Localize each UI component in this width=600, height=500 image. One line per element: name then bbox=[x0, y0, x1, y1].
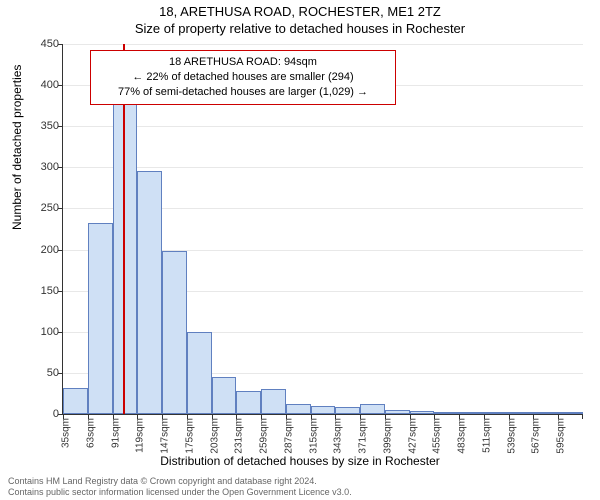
title-address: 18, ARETHUSA ROAD, ROCHESTER, ME1 2TZ bbox=[0, 0, 600, 19]
histogram-bar bbox=[236, 391, 261, 414]
histogram-bar bbox=[459, 412, 484, 414]
y-axis-label: Number of detached properties bbox=[10, 65, 24, 230]
xtick-label: 147sqm bbox=[160, 418, 171, 454]
histogram-bar bbox=[162, 251, 187, 414]
ytick-label: 50 bbox=[29, 367, 59, 379]
ytick-label: 250 bbox=[29, 202, 59, 214]
xtick-label: 231sqm bbox=[234, 418, 245, 454]
xtick-label: 315sqm bbox=[308, 418, 319, 454]
xtick-label: 63sqm bbox=[85, 418, 96, 448]
xtick-label: 175sqm bbox=[184, 418, 195, 454]
histogram-bar bbox=[410, 411, 435, 414]
xtick-label: 595sqm bbox=[556, 418, 567, 454]
xtick-label: 399sqm bbox=[382, 418, 393, 454]
histogram-bar bbox=[261, 389, 286, 414]
ytick-label: 300 bbox=[29, 161, 59, 173]
histogram-bar bbox=[335, 407, 360, 414]
histogram-bar bbox=[533, 412, 558, 414]
xtick-mark bbox=[582, 414, 583, 419]
histogram-bar bbox=[360, 404, 385, 414]
histogram-bar bbox=[113, 79, 138, 414]
xtick-label: 539sqm bbox=[506, 418, 517, 454]
histogram-bar bbox=[484, 412, 509, 414]
xtick-label: 427sqm bbox=[407, 418, 418, 454]
histogram-bar bbox=[187, 332, 212, 414]
ytick-label: 100 bbox=[29, 326, 59, 338]
xtick-label: 371sqm bbox=[358, 418, 369, 454]
histogram-bar bbox=[509, 412, 534, 414]
histogram-bar bbox=[212, 377, 237, 414]
histogram-bar bbox=[137, 171, 162, 414]
ytick-label: 400 bbox=[29, 79, 59, 91]
gridline bbox=[63, 44, 583, 45]
xtick-label: 35sqm bbox=[61, 418, 72, 448]
histogram-bar bbox=[286, 404, 311, 414]
histogram-bar bbox=[385, 410, 410, 414]
xtick-label: 119sqm bbox=[135, 418, 146, 453]
xtick-label: 343sqm bbox=[333, 418, 344, 454]
xtick-label: 511sqm bbox=[481, 418, 492, 453]
histogram-bar bbox=[311, 406, 336, 414]
footer: Contains HM Land Registry data © Crown c… bbox=[8, 476, 352, 498]
gridline bbox=[63, 167, 583, 168]
footer-line2: Contains public sector information licen… bbox=[8, 487, 352, 498]
histogram-bar bbox=[88, 223, 113, 414]
title-subtitle: Size of property relative to detached ho… bbox=[0, 19, 600, 36]
x-axis-label: Distribution of detached houses by size … bbox=[0, 454, 600, 468]
annotation-line3: 77% of semi-detached houses are larger (… bbox=[99, 85, 387, 100]
ytick-label: 450 bbox=[29, 38, 59, 50]
gridline bbox=[63, 126, 583, 127]
ytick-label: 150 bbox=[29, 285, 59, 297]
xtick-label: 91sqm bbox=[110, 418, 121, 448]
xtick-label: 287sqm bbox=[283, 418, 294, 454]
xtick-label: 567sqm bbox=[531, 418, 542, 454]
ytick-label: 200 bbox=[29, 244, 59, 256]
annotation-line2: ← 22% of detached houses are smaller (29… bbox=[99, 70, 387, 85]
ytick-label: 350 bbox=[29, 120, 59, 132]
footer-line1: Contains HM Land Registry data © Crown c… bbox=[8, 476, 352, 487]
annotation-line1: 18 ARETHUSA ROAD: 94sqm bbox=[99, 55, 387, 70]
chart-container: 18, ARETHUSA ROAD, ROCHESTER, ME1 2TZ Si… bbox=[0, 0, 600, 500]
xtick-label: 203sqm bbox=[209, 418, 220, 454]
xtick-label: 259sqm bbox=[259, 418, 270, 454]
ytick-label: 0 bbox=[29, 408, 59, 420]
xtick-label: 455sqm bbox=[432, 418, 443, 454]
xtick-label: 483sqm bbox=[457, 418, 468, 454]
histogram-bar bbox=[558, 412, 583, 414]
histogram-bar bbox=[63, 388, 88, 414]
annotation-box: 18 ARETHUSA ROAD: 94sqm ← 22% of detache… bbox=[90, 50, 396, 105]
histogram-bar bbox=[434, 412, 459, 414]
